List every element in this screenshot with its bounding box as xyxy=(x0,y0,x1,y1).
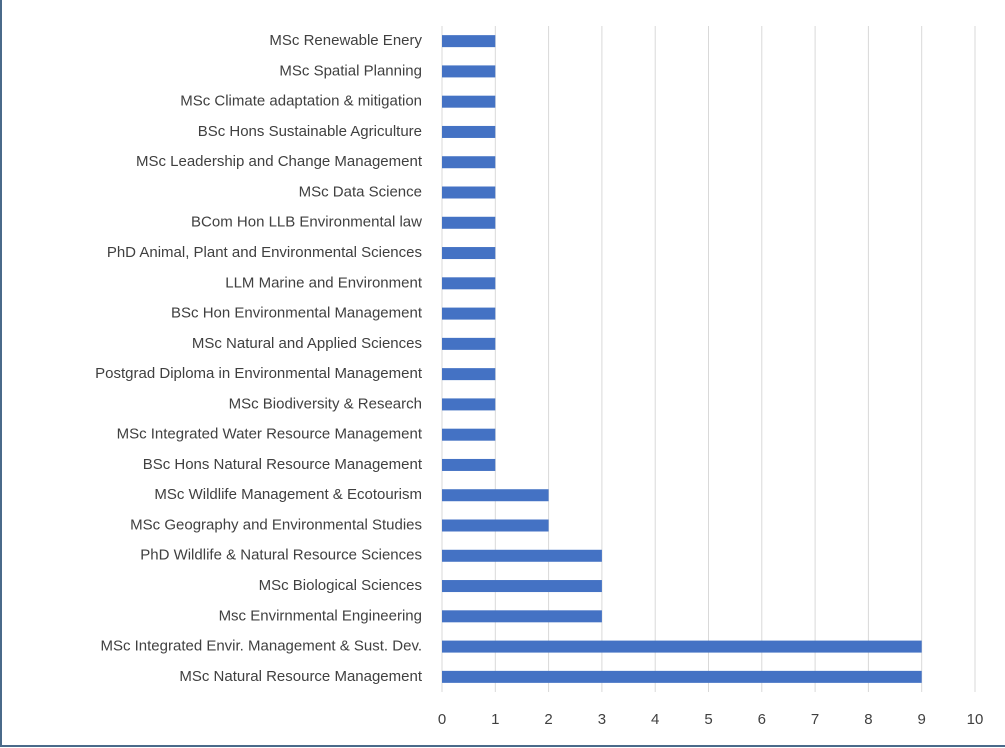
bar xyxy=(442,35,496,48)
bar xyxy=(442,580,602,593)
bar xyxy=(442,670,922,683)
bar xyxy=(442,428,496,441)
bar xyxy=(442,247,496,260)
bar xyxy=(442,458,496,471)
bar xyxy=(442,398,496,411)
x-tick-label: 2 xyxy=(544,711,552,728)
y-tick-label: PhD Wildlife & Natural Resource Sciences xyxy=(140,547,422,564)
y-tick-label: BCom Hon LLB Environmental law xyxy=(191,214,422,231)
y-tick-label: BSc Hons Sustainable Agriculture xyxy=(198,123,422,140)
y-tick-label: MSc Biodiversity & Research xyxy=(229,395,422,412)
y-tick-label: MSc Natural Resource Management xyxy=(179,668,422,685)
bar xyxy=(442,640,922,653)
bar xyxy=(442,489,549,502)
y-tick-label: BSc Hons Natural Resource Management xyxy=(143,456,423,473)
bar xyxy=(442,277,496,290)
y-tick-label: PhD Animal, Plant and Environmental Scie… xyxy=(107,244,422,261)
y-tick-label: MSc Spatial Planning xyxy=(279,62,422,79)
bar xyxy=(442,549,602,562)
x-tick-label: 0 xyxy=(438,711,446,728)
x-tick-label: 8 xyxy=(864,711,872,728)
y-tick-label: Postgrad Diploma in Environmental Manage… xyxy=(95,365,423,382)
y-tick-label: LLM Marine and Environment xyxy=(225,274,423,291)
bar xyxy=(442,519,549,532)
bar xyxy=(442,368,496,381)
y-tick-label: MSc Integrated Envir. Management & Sust.… xyxy=(100,638,422,655)
x-tick-label: 5 xyxy=(704,711,712,728)
bar xyxy=(442,95,496,108)
y-tick-label: Msc Envirnmental Engineering xyxy=(219,607,422,624)
y-tick-label: MSc Integrated Water Resource Management xyxy=(117,426,423,443)
x-tick-label: 4 xyxy=(651,711,659,728)
bar xyxy=(442,156,496,169)
y-tick-label: MSc Data Science xyxy=(299,183,422,200)
x-tick-label: 10 xyxy=(967,711,984,728)
y-tick-label: MSc Climate adaptation & mitigation xyxy=(180,93,422,110)
bar xyxy=(442,125,496,138)
y-tick-label: MSc Leadership and Change Management xyxy=(136,153,423,170)
y-tick-label: MSc Wildlife Management & Ecotourism xyxy=(154,486,422,503)
y-tick-label: MSc Geography and Environmental Studies xyxy=(130,516,422,533)
bar xyxy=(442,186,496,199)
x-tick-label: 6 xyxy=(758,711,766,728)
bar xyxy=(442,307,496,320)
y-tick-label: MSc Biological Sciences xyxy=(259,577,422,594)
bar xyxy=(442,216,496,229)
bar xyxy=(442,65,496,78)
y-tick-label: BSc Hon Environmental Management xyxy=(171,305,423,322)
x-tick-label: 1 xyxy=(491,711,499,728)
y-tick-label: MSc Natural and Applied Sciences xyxy=(192,335,422,352)
x-tick-label: 9 xyxy=(918,711,926,728)
y-tick-label: MSc Renewable Enery xyxy=(269,32,422,49)
bar xyxy=(442,610,602,623)
bar xyxy=(442,337,496,350)
x-tick-label: 3 xyxy=(598,711,606,728)
x-tick-label: 7 xyxy=(811,711,819,728)
